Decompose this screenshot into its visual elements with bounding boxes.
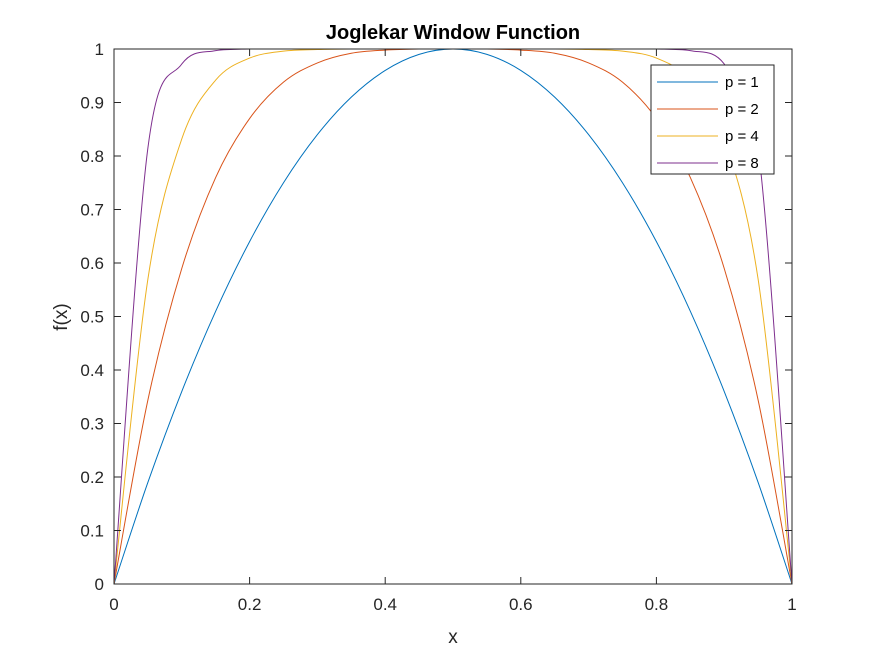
chart-title: Joglekar Window Function — [326, 22, 580, 44]
ticks-layer: 0 0.2 0.4 0.6 0.8 1 0 0.1 0.2 0.3 0.4 0.5 0.6 0.7 0.8 0… — [80, 40, 796, 614]
legend-entry-4: p = 8 — [657, 155, 759, 172]
x-tick-label: 0.2 — [238, 595, 262, 614]
x-axis-title: x — [448, 627, 458, 648]
legend-label: p = 2 — [725, 101, 759, 118]
x-tick-label: 1 — [787, 595, 796, 614]
legend-entry-1: p = 1 — [657, 74, 759, 91]
y-tick-label: 0.1 — [80, 522, 104, 541]
y-tick-label: 0.9 — [80, 94, 104, 113]
x-tick-label: 0 — [109, 595, 118, 614]
legend: p = 1 p = 2 p = 4 p = 8 — [650, 64, 775, 175]
legend-label: p = 4 — [725, 128, 759, 145]
y-axis-title: f(x) — [51, 303, 72, 330]
x-tick-label: 0.8 — [645, 595, 669, 614]
y-tick-label: 0 — [95, 575, 104, 594]
legend-label: p = 8 — [725, 155, 759, 172]
legend-label: p = 1 — [725, 74, 759, 91]
y-tick-label: 0.3 — [80, 415, 104, 434]
y-tick-label: 0.6 — [80, 254, 104, 273]
x-tick-label: 0.6 — [509, 595, 533, 614]
y-tick-label: 0.8 — [80, 147, 104, 166]
y-tick-label: 0.4 — [80, 361, 104, 380]
x-tick-label: 0.4 — [373, 595, 397, 614]
y-tick-label: 0.5 — [80, 308, 104, 327]
y-tick-label: 0.7 — [80, 201, 104, 220]
legend-entry-3: p = 4 — [657, 128, 759, 145]
legend-entry-2: p = 2 — [657, 101, 759, 118]
y-tick-label: 0.2 — [80, 468, 104, 487]
y-tick-label: 1 — [95, 40, 104, 59]
legend-box — [650, 64, 775, 175]
